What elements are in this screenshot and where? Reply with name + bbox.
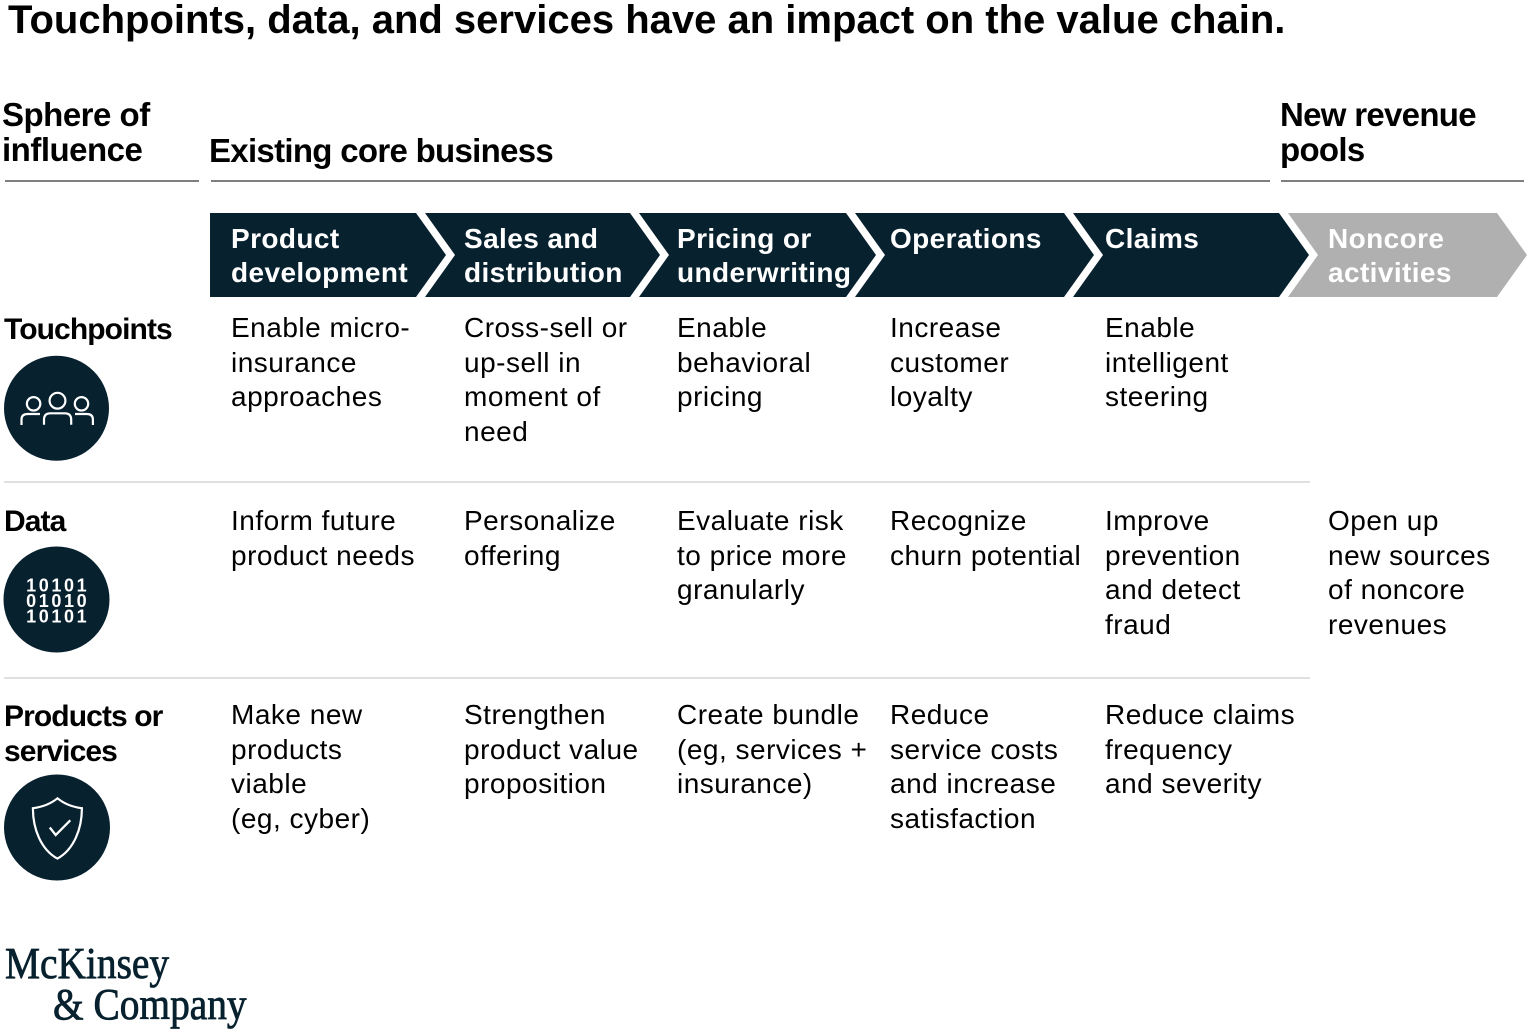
svg-text:10101: 10101 [26,575,89,595]
svg-text:10101: 10101 [26,607,89,627]
svg-text:01010: 01010 [26,591,89,611]
